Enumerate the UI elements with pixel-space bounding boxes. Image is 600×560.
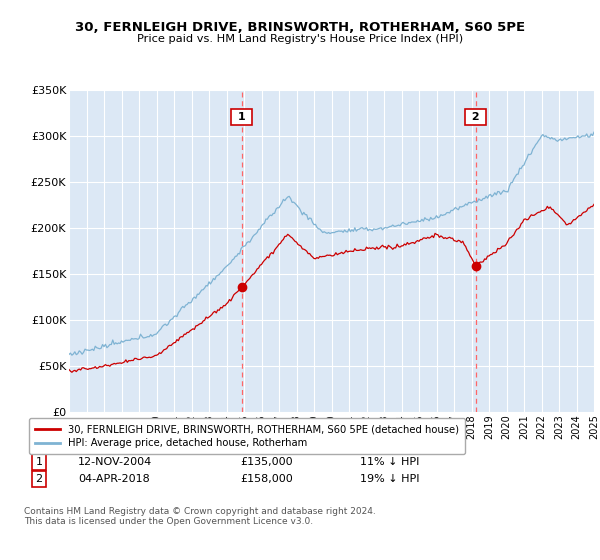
Text: £135,000: £135,000	[240, 457, 293, 467]
Text: 11% ↓ HPI: 11% ↓ HPI	[360, 457, 419, 467]
Text: 04-APR-2018: 04-APR-2018	[78, 474, 150, 484]
Text: £158,000: £158,000	[240, 474, 293, 484]
Text: 1: 1	[234, 112, 250, 122]
Text: 1: 1	[35, 457, 43, 467]
Text: 2: 2	[468, 112, 484, 122]
Text: 2: 2	[35, 474, 43, 484]
Text: 19% ↓ HPI: 19% ↓ HPI	[360, 474, 419, 484]
Text: Contains HM Land Registry data © Crown copyright and database right 2024.
This d: Contains HM Land Registry data © Crown c…	[24, 507, 376, 526]
Legend: 30, FERNLEIGH DRIVE, BRINSWORTH, ROTHERHAM, S60 5PE (detached house), HPI: Avera: 30, FERNLEIGH DRIVE, BRINSWORTH, ROTHERH…	[29, 418, 465, 454]
Text: Price paid vs. HM Land Registry's House Price Index (HPI): Price paid vs. HM Land Registry's House …	[137, 34, 463, 44]
Text: 12-NOV-2004: 12-NOV-2004	[78, 457, 152, 467]
Text: 30, FERNLEIGH DRIVE, BRINSWORTH, ROTHERHAM, S60 5PE: 30, FERNLEIGH DRIVE, BRINSWORTH, ROTHERH…	[75, 21, 525, 34]
